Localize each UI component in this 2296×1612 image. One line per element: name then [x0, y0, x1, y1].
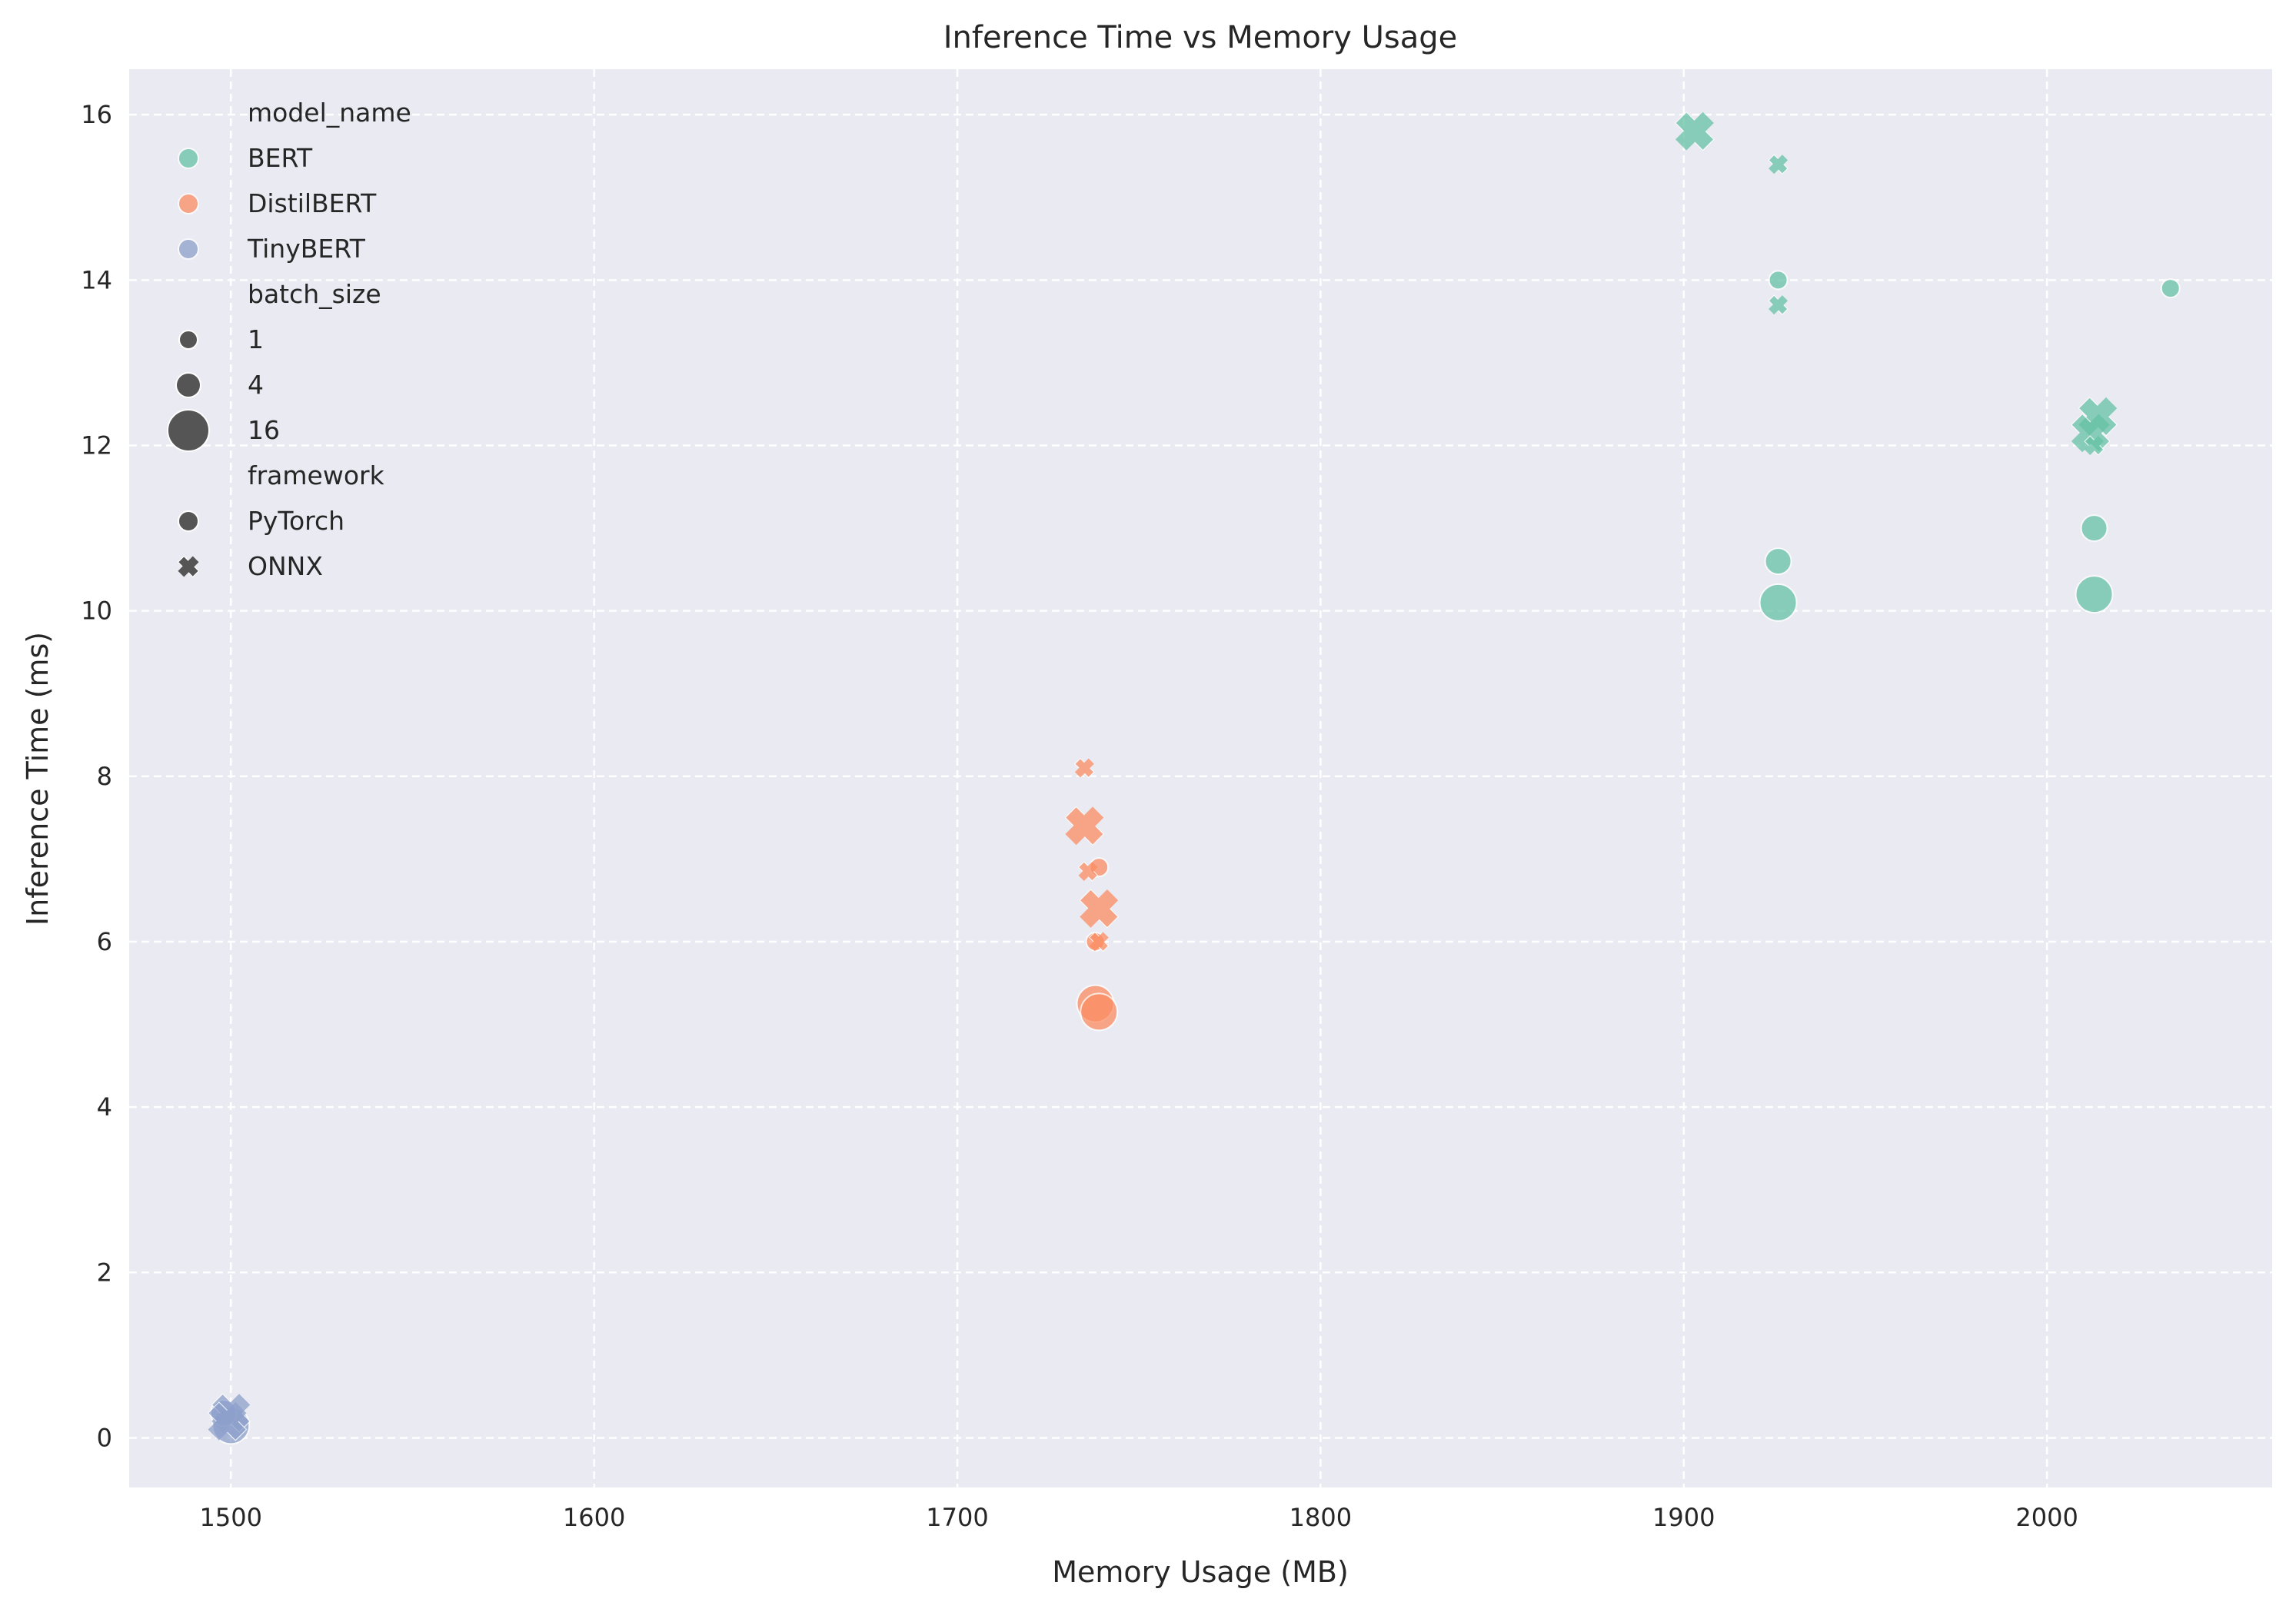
data-point-bert-onnx-bar	[2071, 414, 2110, 453]
legend-entry: 16	[248, 415, 280, 445]
x-tick-label: 1600	[563, 1503, 625, 1532]
data-point-bert-pytorch	[1764, 547, 1792, 576]
data-point-bert-onnx-bar	[1769, 155, 1789, 174]
legend: model_name BERT DistilBERT TinyBERT batch_si…	[167, 98, 411, 581]
y-tick-label: 4	[97, 1092, 112, 1122]
data-point-distilbert-onnx	[1074, 757, 1095, 779]
legend-marker-onnx-bar	[178, 556, 199, 577]
x-axis-ticks: 1500 1600 1700 1800 1900 2000	[200, 1503, 2078, 1532]
data-point-distilbert-onnx-bar	[1080, 889, 1119, 928]
data-point-bert-onnx-bar	[1675, 111, 1714, 151]
data-point-bert-onnx-bar	[1769, 295, 1789, 315]
data-point-distilbert-onnx	[1079, 889, 1120, 929]
y-axis-label: Inference Time (ms)	[21, 632, 55, 926]
data-point-bert-pytorch	[2160, 278, 2181, 299]
y-tick-label: 10	[81, 597, 112, 626]
grid-lines	[129, 69, 2272, 1487]
data-point-bert-pytorch	[1768, 270, 1789, 291]
data-point-bert-onnx	[1675, 111, 1715, 151]
y-tick-label: 2	[97, 1258, 112, 1287]
data-point-distilbert-onnx-bar	[1074, 758, 1094, 778]
y-tick-label: 16	[81, 100, 112, 129]
legend-marker-bert	[178, 148, 199, 169]
data-point-tinybert-onnx	[207, 1401, 248, 1441]
data-point-distilbert-onnx	[1077, 861, 1099, 882]
data-point-bert-pytorch	[1759, 583, 1798, 622]
data-point-distilbert-onnx	[1064, 806, 1105, 846]
x-tick-label: 1800	[1289, 1503, 1352, 1532]
data-point-bert-onnx	[1768, 294, 1789, 315]
x-tick-label: 1900	[1652, 1503, 1715, 1532]
y-tick-label: 6	[97, 927, 112, 956]
legend-entry: 4	[248, 370, 264, 400]
y-tick-label: 0	[97, 1423, 112, 1452]
legend-marker-size	[178, 330, 198, 350]
legend-marker-onnx	[177, 555, 200, 578]
legend-entry: BERT	[248, 143, 313, 173]
data-point-bert-onnx	[2084, 435, 2105, 456]
y-tick-label: 14	[81, 265, 112, 294]
legend-entry: 1	[248, 324, 264, 354]
data-point-tinybert-onnx-bar	[208, 1401, 247, 1441]
y-tick-label: 12	[81, 430, 112, 460]
x-tick-label: 1700	[926, 1503, 988, 1532]
legend-entry: TinyBERT	[247, 234, 366, 264]
data-point-bert-onnx-bar	[2085, 436, 2105, 455]
data-point-bert-pytorch	[2075, 575, 2114, 614]
legend-marker-pytorch	[178, 510, 199, 532]
data-point-distilbert-onnx-bar	[1065, 806, 1104, 846]
x-tick-label: 1500	[200, 1503, 262, 1532]
legend-title: model_name	[248, 98, 411, 128]
legend-title: batch_size	[248, 279, 381, 309]
chart-title: Inference Time vs Memory Usage	[943, 20, 1458, 55]
data-point-bert-onnx	[1768, 154, 1789, 175]
y-axis-ticks: 0 2 4 6 8 10 12 14 16	[81, 100, 112, 1452]
legend-marker-tinybert	[178, 238, 199, 260]
legend-entry: ONNX	[248, 551, 323, 581]
data-point-bert-pytorch	[2080, 514, 2108, 543]
data-point-distilbert-onnx	[1088, 931, 1110, 952]
data-point-distilbert-onnx-bar	[1078, 862, 1098, 882]
legend-entry: PyTorch	[248, 506, 344, 536]
data-point-distilbert-pytorch	[1080, 992, 1119, 1032]
y-tick-label: 8	[97, 762, 112, 791]
legend-title: framework	[248, 460, 385, 490]
legend-marker-distilbert	[178, 193, 199, 214]
legend-entry: DistilBERT	[248, 188, 377, 218]
data-points	[207, 111, 2181, 1445]
data-point-distilbert-onnx-bar	[1089, 932, 1109, 952]
legend-marker-size	[175, 372, 201, 398]
x-tick-label: 2000	[2015, 1503, 2078, 1532]
x-axis-label: Memory Usage (MB)	[1052, 1555, 1349, 1589]
plot-background	[129, 69, 2272, 1487]
legend-marker-size	[167, 409, 210, 452]
